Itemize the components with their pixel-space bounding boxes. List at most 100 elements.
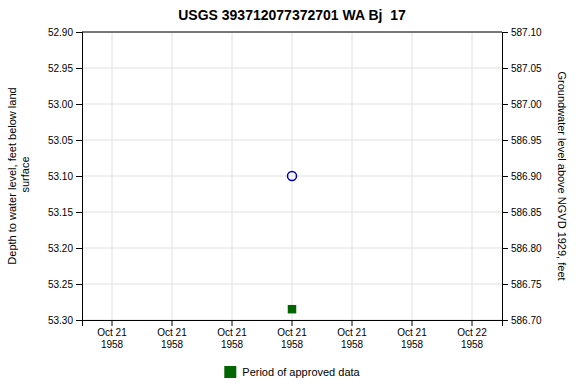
x-tick-label: Oct 211958 (337, 327, 367, 350)
y-tick-mark (76, 176, 82, 177)
y-tick: 52.95 (48, 63, 82, 74)
grid-line (82, 32, 502, 33)
y2-tick-mark (502, 248, 508, 249)
x-tick-label-line: 1958 (161, 339, 184, 350)
y-tick-label: 53.20 (48, 243, 73, 254)
y-tick-mark (76, 212, 82, 213)
y-tick: 53.00 (48, 99, 82, 110)
y2-tick-label: 586.80 (511, 243, 542, 254)
x-tick: Oct 211958 (157, 320, 187, 350)
x-tick-label-line: Oct 21 (337, 327, 367, 338)
frame-top (82, 32, 502, 33)
y-tick: 53.10 (48, 171, 82, 182)
y2-tick: 586.70 (502, 315, 542, 326)
y2-axis-title: Groundwater level above NGVD 1929, feet (556, 71, 568, 280)
x-tick-mark (472, 320, 473, 326)
y-tick-label: 52.95 (48, 63, 73, 74)
y-tick: 53.20 (48, 243, 82, 254)
series (289, 306, 296, 313)
y2-tick: 586.95 (502, 135, 542, 146)
x-tick-label-line: 1958 (341, 339, 364, 350)
x-tick-label: Oct 211958 (97, 327, 127, 350)
x-tick-label-line: Oct 22 (457, 327, 487, 338)
y2-tick-mark (502, 320, 508, 321)
y2-tick-label: 586.95 (511, 135, 542, 146)
y2-axis: 587.10 587.05 587.00 586.95 586.90 586.85 586.… (502, 27, 542, 326)
x-tick: Oct 211958 (397, 320, 427, 350)
x-axis: Oct 211958Oct 211958Oct 211958Oct 211958… (83, 320, 503, 350)
y2-tick: 586.90 (502, 171, 542, 182)
y2-axis-line (503, 33, 509, 321)
x-tick-label-line: 1958 (281, 339, 304, 350)
x-tick-label: Oct 221958 (457, 327, 487, 350)
x-tick-mark (232, 320, 233, 326)
y2-tick: 587.00 (502, 99, 542, 110)
x-tick: Oct 211958 (277, 320, 307, 350)
y-tick-mark (76, 32, 82, 33)
x-tick: Oct 211958 (337, 320, 367, 350)
title: USGS 393712077372701 WA Bj 17 (178, 7, 406, 23)
y-tick-label: 53.25 (48, 279, 73, 290)
y2-tick-label: 586.90 (511, 171, 542, 182)
y2-tick-label: 586.70 (511, 315, 542, 326)
y-axis: 52.9052.9553.0053.0553.1053.1553.2053.25… (48, 27, 83, 326)
legend-item: Period of approved data (224, 366, 360, 378)
chart: Oct 211958Oct 211958Oct 211958Oct 211958… (0, 0, 576, 384)
y2-tick-mark (502, 104, 508, 105)
grid (82, 32, 502, 320)
y-axis-line (76, 33, 83, 321)
y-tick-mark (76, 68, 82, 69)
grid-line (412, 32, 413, 320)
marks (288, 172, 297, 313)
y-tick-mark (76, 104, 82, 105)
grid-line (112, 32, 113, 320)
grid-line (472, 32, 473, 320)
y-tick: 53.25 (48, 279, 82, 290)
y2-tick-label: 586.75 (511, 279, 542, 290)
y2-tick: 586.80 (502, 243, 542, 254)
y2-tick-mark (502, 212, 508, 213)
y-axis-title-line: Depth to water level, feet below land (6, 87, 18, 264)
y2-tick-mark (502, 284, 508, 285)
x-tick-label-line: Oct 21 (397, 327, 427, 338)
y-tick: 53.15 (48, 207, 82, 218)
x-tick-label-line: Oct 21 (277, 327, 307, 338)
point (289, 306, 296, 313)
y-tick-label: 53.00 (48, 99, 73, 110)
x-tick-label: Oct 211958 (397, 327, 427, 350)
y-axis-title-line: surface (19, 156, 31, 195)
x-tick: Oct 211958 (97, 320, 127, 350)
y-tick-label: 53.15 (48, 207, 73, 218)
x-tick-label-line: 1958 (221, 339, 244, 350)
x-tick-label: Oct 211958 (157, 327, 187, 350)
y2-tick: 587.10 (502, 27, 542, 38)
x-tick-mark (292, 320, 293, 326)
x-tick-label: Oct 211958 (277, 327, 307, 350)
y2-tick-mark (502, 176, 508, 177)
grid-line (172, 32, 173, 320)
y-tick-label: 53.05 (48, 135, 73, 146)
y-tick: 53.30 (48, 315, 82, 326)
x-tick-label-line: 1958 (101, 339, 124, 350)
legend-label: Period of approved data (242, 366, 360, 378)
y2-tick-label: 586.85 (511, 207, 542, 218)
y-tick: 53.05 (48, 135, 82, 146)
y2-tick-label: 587.05 (511, 63, 542, 74)
x-axis-line (83, 321, 503, 327)
x-tick-mark (412, 320, 413, 326)
y-tick-mark (76, 248, 82, 249)
y-tick-mark (76, 284, 82, 285)
x-tick-label-line: 1958 (401, 339, 424, 350)
x-tick: Oct 221958 (457, 320, 487, 350)
x-tick-mark (352, 320, 353, 326)
y-tick-label: 53.30 (48, 315, 73, 326)
y2-tick-mark (502, 140, 508, 141)
y2-tick-mark (502, 32, 508, 33)
x-tick-mark (172, 320, 173, 326)
y2-tick: 587.05 (502, 63, 542, 74)
legend-swatch (224, 366, 236, 378)
legend: Period of approved data (224, 366, 360, 378)
x-tick-label: Oct 211958 (217, 327, 247, 350)
x-tick-mark (112, 320, 113, 326)
y-tick-mark (76, 320, 82, 321)
